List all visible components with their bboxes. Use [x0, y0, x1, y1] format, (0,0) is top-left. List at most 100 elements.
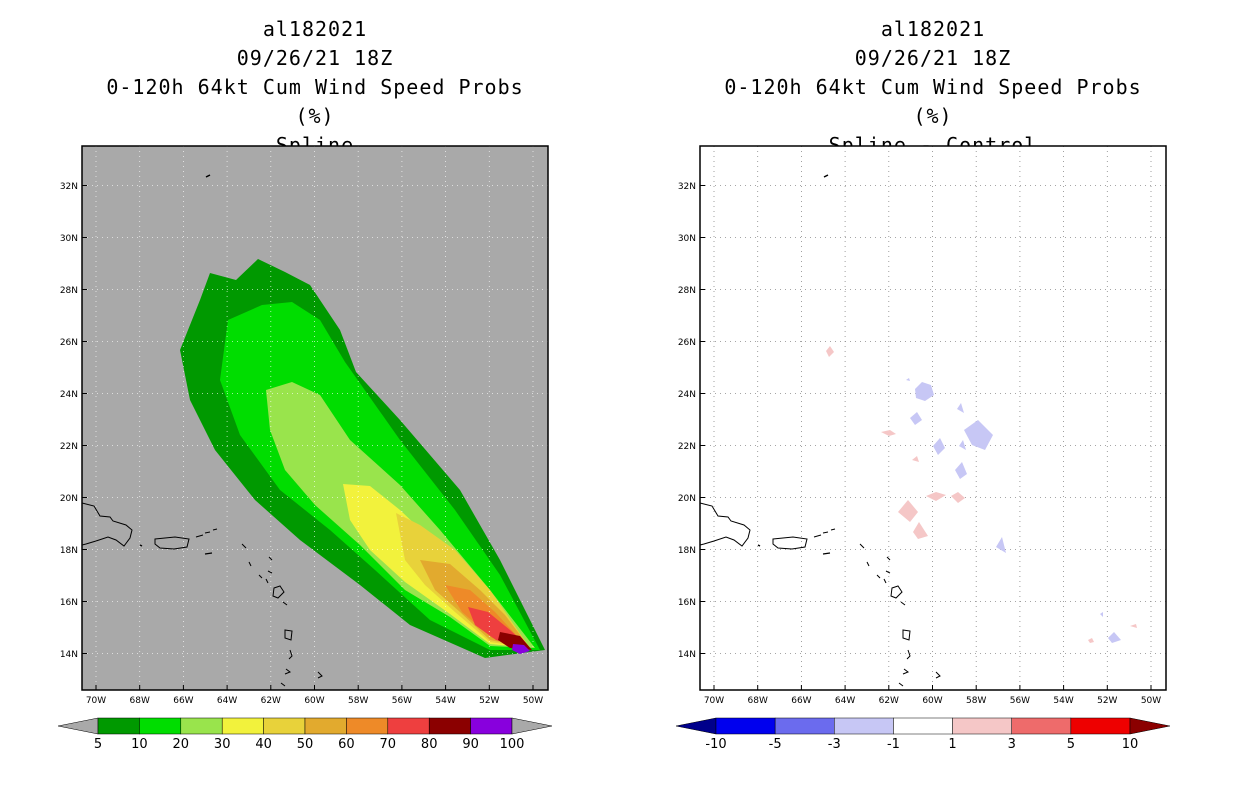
contour-90: [512, 644, 530, 654]
right-colorbar: -10 -5 -3 -1 1 3 5 10: [675, 717, 1171, 752]
colorbar-swatch: [834, 717, 894, 735]
colorbar-label: -3: [828, 737, 841, 752]
colorbar-label: 30: [214, 737, 231, 752]
positive-diff: [1130, 624, 1137, 628]
map-background: [700, 146, 1166, 690]
lat-label: 26N: [678, 338, 696, 348]
lon-label: 54W: [1053, 696, 1073, 706]
lon-label: 60W: [922, 696, 942, 706]
colorbar-label: 50: [297, 737, 314, 752]
positive-diff: [1088, 638, 1094, 643]
colorbar-min-arrow: [57, 717, 99, 735]
colorbar-max-arrow: [511, 717, 553, 735]
colorbar-label: 5: [1067, 737, 1075, 752]
colorbar-label: 5: [94, 737, 102, 752]
negative-diff: [910, 412, 922, 425]
lat-label: 14N: [60, 650, 78, 660]
product-name: 0-120h 64kt Cum Wind Speed Probs (%): [724, 75, 1142, 128]
colorbar-label: 70: [380, 737, 397, 752]
negative-diff: [955, 462, 967, 479]
grid-lines: [700, 146, 1166, 690]
colorbar-swatch: [470, 717, 513, 735]
lon-label: 56W: [392, 696, 412, 706]
colorbar-swatch: [774, 717, 835, 735]
probability-contours: [180, 259, 545, 658]
colorbar-swatch: [97, 717, 140, 735]
colorbar-swatch: [180, 717, 223, 735]
colorbar-swatch: [304, 717, 347, 735]
positive-diff: [926, 492, 946, 501]
colorbar-label: -5: [769, 737, 782, 752]
lon-label: 52W: [479, 696, 499, 706]
lat-label: 32N: [60, 182, 78, 192]
positive-diff: [912, 456, 919, 462]
colorbar-swatch: [715, 717, 776, 735]
colorbar-swatch: [893, 717, 953, 735]
lon-label: 64W: [217, 696, 237, 706]
colorbar-swatch: [387, 717, 430, 735]
negative-diff: [1108, 632, 1121, 643]
colorbar-label: 100: [500, 737, 525, 752]
colorbar-label: 90: [462, 737, 479, 752]
negative-diff: [1100, 612, 1103, 617]
colorbar-swatch: [1011, 717, 1072, 735]
negative-diff: [933, 438, 945, 455]
right-map: 32N 30N 28N 26N 24N 22N 20N 18N 16N 14N 70W 68W 66W 6…: [678, 145, 1167, 706]
positive-diff: [898, 500, 918, 522]
colorbar-max-arrow: [1129, 717, 1171, 735]
lat-label: 30N: [678, 234, 696, 244]
storm-id: al182021: [880, 17, 986, 41]
lon-label: 62W: [261, 696, 281, 706]
colorbar-swatch: [263, 717, 306, 735]
positive-diff: [881, 430, 896, 436]
colorbar-label: 1: [948, 737, 956, 752]
negative-diff: [906, 378, 910, 381]
lon-label: 62W: [879, 696, 899, 706]
negative-diff: [996, 537, 1006, 553]
lat-label: 20N: [60, 494, 78, 504]
colorbar-label: 80: [421, 737, 438, 752]
colorbar-label: 10: [131, 737, 148, 752]
colorbar-label: 40: [255, 737, 272, 752]
axis-labels: 32N 30N 28N 26N 24N 22N 20N 18N 16N 14N 70W 68W 66W 6…: [678, 182, 1161, 706]
colorbar-label: 20: [173, 737, 190, 752]
colorbar-label: 60: [338, 737, 355, 752]
negative-diff: [915, 382, 934, 401]
lon-label: 70W: [86, 696, 106, 706]
lat-label: 22N: [60, 442, 78, 452]
lat-label: 22N: [678, 442, 696, 452]
lat-label: 20N: [678, 494, 696, 504]
lon-label: 50W: [1141, 696, 1161, 706]
lat-label: 14N: [678, 650, 696, 660]
lat-label: 32N: [678, 182, 696, 192]
axis-labels: 32N 30N 28N 26N 24N 22N 20N 18N 16N 14N 70W 68W 66W 6…: [60, 182, 543, 706]
colorbar-label: -1: [887, 737, 900, 752]
lat-label: 28N: [60, 286, 78, 296]
lat-label: 16N: [678, 598, 696, 608]
positive-diff: [826, 346, 834, 357]
negative-diff: [959, 440, 966, 450]
lon-label: 50W: [523, 696, 543, 706]
colorbar-min-arrow: [675, 717, 717, 735]
lat-label: 24N: [60, 390, 78, 400]
lat-label: 18N: [678, 546, 696, 556]
colorbar-swatch: [346, 717, 389, 735]
lon-label: 52W: [1097, 696, 1117, 706]
lon-label: 70W: [704, 696, 724, 706]
colorbar-swatch: [952, 717, 1012, 735]
lat-label: 18N: [60, 546, 78, 556]
colorbar-label: -10: [705, 737, 726, 752]
left-colorbar: 5 10 20 30 40 50 60 70 80 90 100: [57, 717, 553, 752]
colorbar-label: 3: [1008, 737, 1016, 752]
left-map: 32N 30N 28N 26N 24N 22N 20N 18N 16N 14N 70W 68W 66W 6…: [60, 145, 549, 706]
grid-lines: [82, 146, 548, 690]
storm-id: al182021: [262, 17, 368, 41]
colorbar-swatch: [428, 717, 471, 735]
difference-contours: [826, 346, 1137, 643]
product-name: 0-120h 64kt Cum Wind Speed Probs (%): [106, 75, 524, 128]
lon-label: 64W: [835, 696, 855, 706]
colorbar-swatch: [1070, 717, 1131, 735]
lon-label: 58W: [348, 696, 368, 706]
lon-label: 54W: [435, 696, 455, 706]
colorbar-label: 10: [1122, 737, 1139, 752]
